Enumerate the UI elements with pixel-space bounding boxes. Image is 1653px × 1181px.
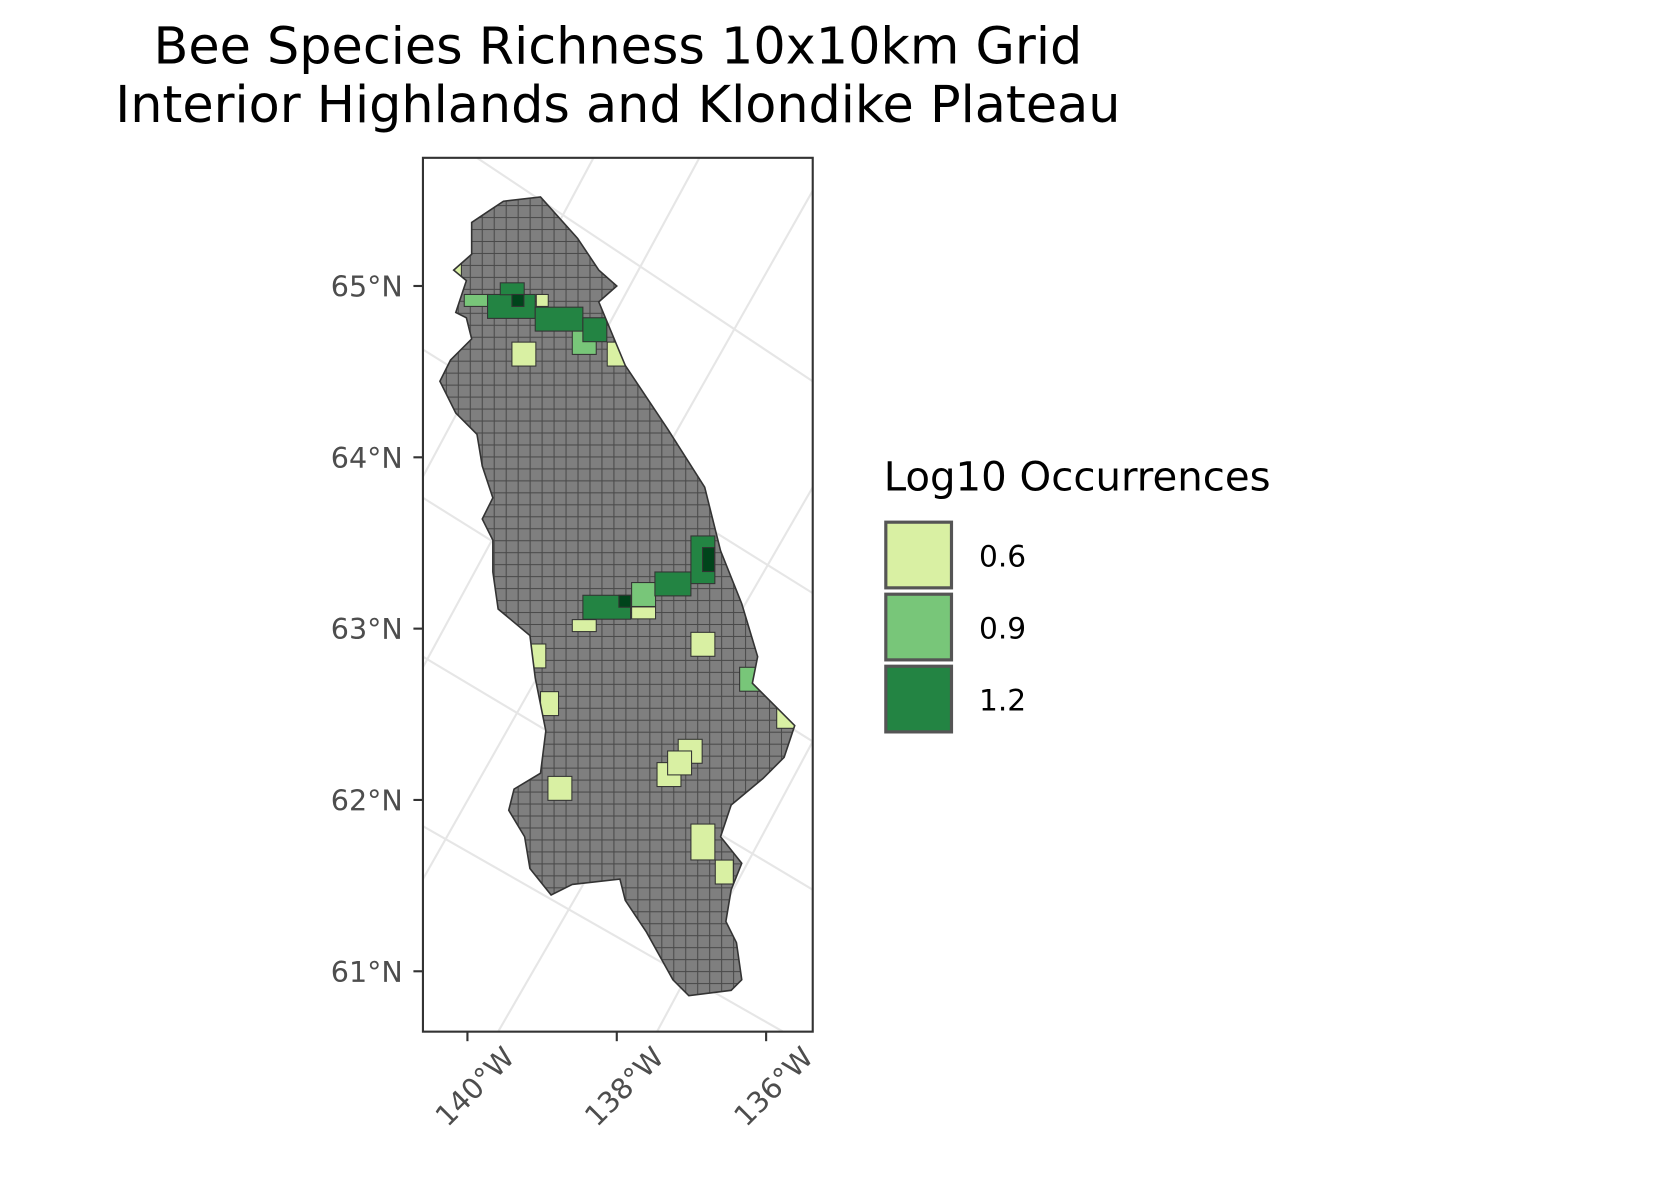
legend-label: 1.2	[979, 683, 1026, 718]
map-title: Bee Species Richness 10x10km Grid	[153, 17, 1082, 76]
y-tick-label: 61°N	[331, 955, 403, 989]
legend-key	[884, 592, 954, 662]
legend-label: 0.9	[979, 611, 1026, 646]
y-tick-label: 64°N	[331, 441, 403, 475]
x-tick-label: 140°W	[428, 1040, 521, 1133]
legend-title: Log10 Occurrences	[884, 454, 1271, 500]
colored-cells	[448, 257, 795, 885]
x-tick-label: 138°W	[578, 1040, 671, 1133]
x-tick-label: 136°W	[727, 1040, 820, 1133]
legend-key	[884, 664, 954, 734]
region	[439, 196, 796, 997]
y-tick-label: 65°N	[331, 270, 403, 304]
legend-label: 0.6	[979, 539, 1026, 574]
y-tick-label: 63°N	[331, 612, 403, 646]
legend: Log10 Occurrences 0.6 0.9 1.2	[884, 454, 1271, 734]
legend-key	[884, 520, 954, 590]
map-subtitle: Interior Highlands and Klondike Plateau	[115, 75, 1120, 134]
y-tick-label: 62°N	[331, 784, 403, 818]
